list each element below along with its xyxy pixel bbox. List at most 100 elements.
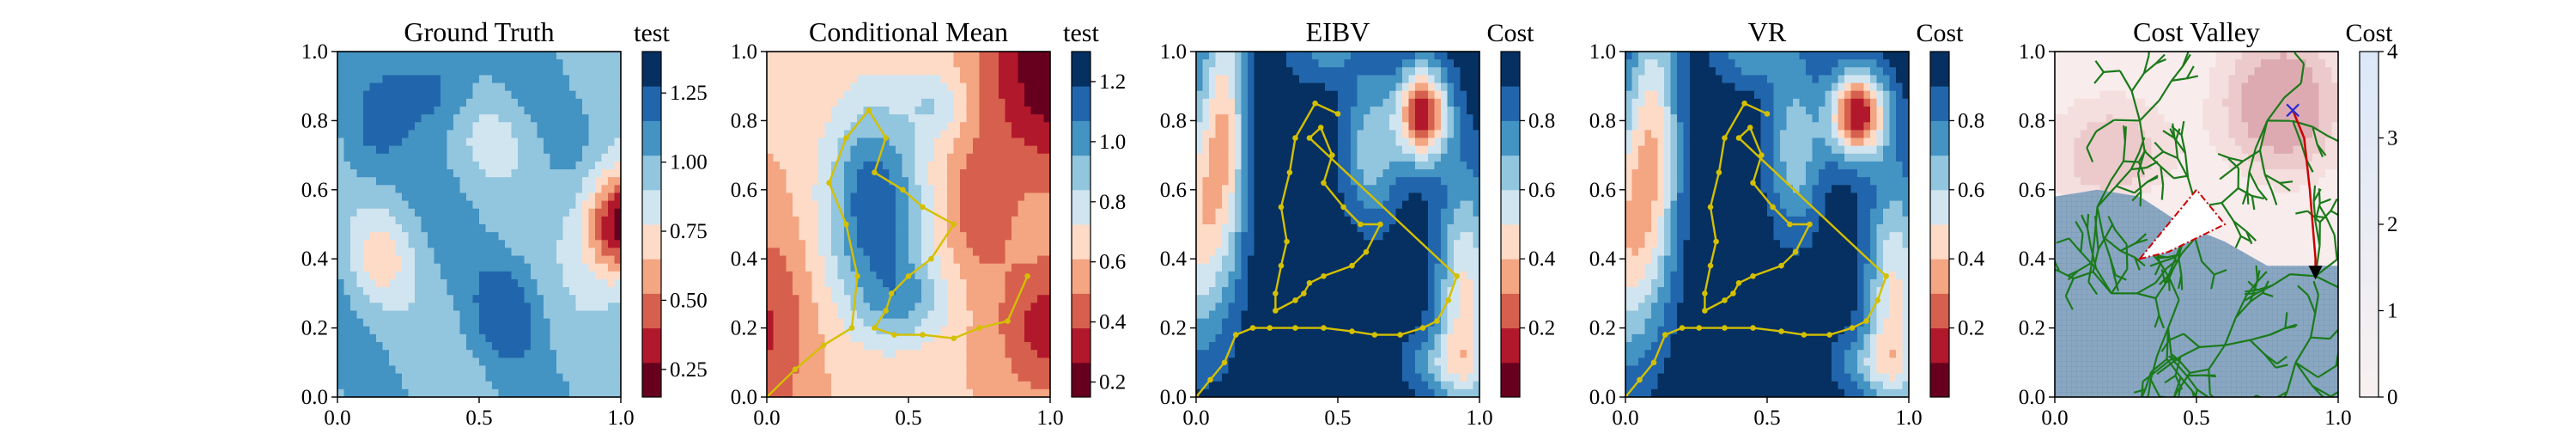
heatmap-cell — [993, 358, 999, 366]
heatmap-cell — [1248, 311, 1255, 320]
heatmap-cell — [1286, 138, 1293, 147]
heatmap-cell — [1203, 52, 1210, 60]
heatmap-cell — [793, 224, 799, 233]
heatmap-cell — [589, 169, 596, 178]
heatmap-cell — [434, 91, 441, 100]
heatmap-cell — [440, 334, 447, 343]
heatmap-cell — [980, 279, 987, 288]
heatmap-cell — [363, 319, 370, 327]
heatmap-cell — [986, 295, 993, 303]
heatmap-cell — [851, 185, 858, 193]
heatmap-cell — [415, 59, 422, 68]
heatmap-cell — [415, 272, 422, 280]
heatmap-cell — [928, 303, 935, 311]
heatmap-cell — [993, 154, 999, 162]
heatmap-cell — [486, 154, 493, 162]
heatmap-cell — [363, 75, 370, 83]
heatmap-cell — [1216, 169, 1223, 178]
heatmap-cell — [980, 382, 987, 390]
heatmap-cell — [389, 319, 396, 327]
heatmap-cell — [428, 59, 434, 68]
heatmap-cell — [902, 264, 909, 272]
heatmap-cell — [608, 319, 615, 327]
heatmap-cell — [428, 52, 434, 60]
heatmap-cell — [357, 303, 364, 311]
heatmap-cell — [396, 83, 403, 92]
heatmap-cell — [473, 279, 480, 288]
heatmap-cell — [1267, 311, 1274, 320]
heatmap-cell — [851, 99, 858, 107]
heatmap-cell — [383, 256, 390, 265]
heatmap-cell — [344, 382, 351, 390]
heatmap-cell — [883, 272, 890, 280]
heatmap-cell — [793, 52, 799, 60]
heatmap-cell — [1255, 311, 1261, 320]
heatmap-cell — [1293, 154, 1300, 162]
heatmap-cell — [857, 209, 864, 217]
heatmap-cell — [595, 382, 602, 390]
heatmap-cell — [1306, 91, 1313, 100]
heatmap-cell — [1216, 327, 1223, 335]
heatmap-cell — [1203, 122, 1210, 131]
heatmap-cell — [376, 83, 383, 92]
heatmap-cell — [1209, 217, 1216, 225]
heatmap-cell — [422, 146, 428, 155]
heatmap-cell — [434, 389, 441, 398]
heatmap-cell — [415, 52, 422, 60]
colorbar-band — [642, 259, 661, 294]
heatmap-cell — [337, 59, 344, 68]
heatmap-cell — [767, 279, 774, 288]
heatmap-cell — [1222, 303, 1229, 311]
heatmap-cell — [805, 193, 812, 201]
heatmap-cell — [1338, 295, 1345, 303]
heatmap-cell — [767, 350, 774, 358]
heatmap-cell — [460, 389, 467, 398]
heatmap-cell — [1325, 201, 1332, 210]
heatmap-cell — [1306, 83, 1313, 92]
heatmap-cell — [915, 224, 922, 233]
heatmap-cell — [844, 154, 851, 162]
heatmap-cell — [844, 99, 851, 107]
y-tick-label: 0.2 — [301, 317, 328, 340]
heatmap-cell — [453, 114, 460, 123]
heatmap-cell — [550, 107, 557, 115]
heatmap-cell — [440, 295, 447, 303]
heatmap-cell — [422, 217, 428, 225]
heatmap-cell — [1286, 224, 1293, 233]
heatmap-cell — [589, 114, 596, 123]
heatmap-cell — [1024, 389, 1031, 398]
heatmap-cell — [1235, 389, 1242, 398]
heatmap-cell — [357, 146, 364, 155]
heatmap-cell — [954, 91, 961, 100]
heatmap-cell — [512, 311, 519, 320]
heatmap-cell — [466, 365, 473, 374]
heatmap-cell — [1031, 374, 1038, 382]
heatmap-cell — [344, 342, 351, 351]
heatmap-cell — [915, 185, 922, 193]
heatmap-cell — [1235, 114, 1242, 123]
heatmap-cell — [805, 389, 812, 398]
heatmap-cell — [544, 146, 550, 155]
heatmap-cell — [851, 193, 858, 201]
heatmap-cell — [934, 295, 941, 303]
heatmap-cell — [1255, 256, 1261, 265]
heatmap-cell — [1273, 374, 1280, 382]
heatmap-cell — [370, 146, 377, 155]
heatmap-cell — [993, 162, 999, 170]
heatmap-cell — [569, 382, 576, 390]
heatmap-cell — [864, 342, 871, 351]
heatmap-cell — [877, 83, 884, 92]
heatmap-cell — [947, 240, 954, 248]
heatmap-cell — [453, 319, 460, 327]
heatmap-cell — [1261, 358, 1267, 366]
heatmap-cell — [902, 201, 909, 210]
heatmap-cell — [1312, 342, 1319, 351]
heatmap-cell — [576, 295, 583, 303]
heatmap-cell — [1242, 162, 1249, 170]
heatmap-cell — [1005, 83, 1012, 92]
heatmap-cell — [1005, 201, 1012, 210]
heatmap-cell — [505, 232, 512, 241]
heatmap-cell — [569, 303, 576, 311]
heatmap-cell — [973, 272, 980, 280]
heatmap-cell — [512, 83, 519, 92]
